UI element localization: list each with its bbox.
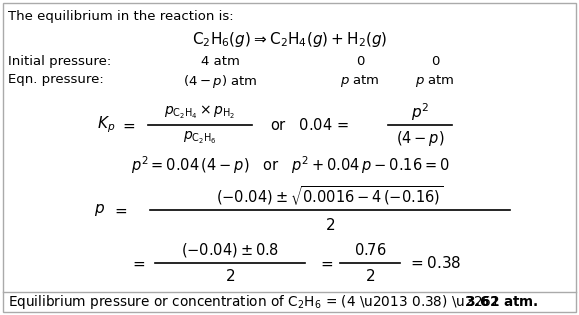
Text: $=$: $=$ <box>120 117 136 133</box>
Text: $p_{\mathrm{C_2H_4}} \times p_{\mathrm{H_2}}$: $p_{\mathrm{C_2H_4}} \times p_{\mathrm{H… <box>164 103 236 121</box>
Text: $(-0.04) \pm \sqrt{0.0016 - 4\,(-0.16)}$: $(-0.04) \pm \sqrt{0.0016 - 4\,(-0.16)}$ <box>217 184 444 208</box>
Text: $p$ atm: $p$ atm <box>340 73 380 89</box>
Text: $2$: $2$ <box>365 268 375 284</box>
Text: $p_{\mathrm{C_2H_6}}$: $p_{\mathrm{C_2H_6}}$ <box>183 130 217 146</box>
Text: $=$: $=$ <box>112 203 128 217</box>
Text: or   $0.04\,=$: or $0.04\,=$ <box>270 117 349 133</box>
Text: 0: 0 <box>356 55 364 68</box>
Text: $\mathrm{C_2H_6}(g) \Rightarrow \mathrm{C_2H_4}(g) + \mathrm{H_2}(g)$: $\mathrm{C_2H_6}(g) \Rightarrow \mathrm{… <box>192 30 388 49</box>
Text: $K_p$: $K_p$ <box>97 115 115 135</box>
Text: $(-0.04) \pm 0.8$: $(-0.04) \pm 0.8$ <box>181 241 279 259</box>
Text: $2$: $2$ <box>325 217 335 233</box>
Text: Equilibrium pressure or concentration of $\mathrm{C_2H_6}$ = (4 \u2013 0.38) \u2: Equilibrium pressure or concentration of… <box>8 293 501 311</box>
Text: $p$: $p$ <box>94 202 105 218</box>
Text: Eqn. pressure:: Eqn. pressure: <box>8 73 104 86</box>
Text: $p^2$: $p^2$ <box>411 101 429 123</box>
Text: $= 0.38$: $= 0.38$ <box>408 255 461 271</box>
Text: $0.76$: $0.76$ <box>354 242 386 258</box>
Text: $=$: $=$ <box>130 255 146 271</box>
Text: 0: 0 <box>431 55 439 68</box>
Text: $(4-p)$ atm: $(4-p)$ atm <box>182 73 257 90</box>
Text: $p^2 = 0.04\,(4-p)$   or   $p^2 + 0.04\,p - 0.16 = 0$: $p^2 = 0.04\,(4-p)$ or $p^2 + 0.04\,p - … <box>131 154 449 176</box>
Text: The equilibrium in the reaction is:: The equilibrium in the reaction is: <box>8 10 233 23</box>
Text: $=$: $=$ <box>318 255 334 271</box>
Text: Initial pressure:: Initial pressure: <box>8 55 111 68</box>
Text: $2$: $2$ <box>225 268 235 284</box>
Text: 4 atm: 4 atm <box>200 55 240 68</box>
FancyBboxPatch shape <box>3 3 576 312</box>
Text: $\mathbf{3.62\ atm.}$: $\mathbf{3.62\ atm.}$ <box>465 295 538 309</box>
Text: $p$ atm: $p$ atm <box>415 73 455 89</box>
Text: $(4-p)$: $(4-p)$ <box>395 129 444 147</box>
